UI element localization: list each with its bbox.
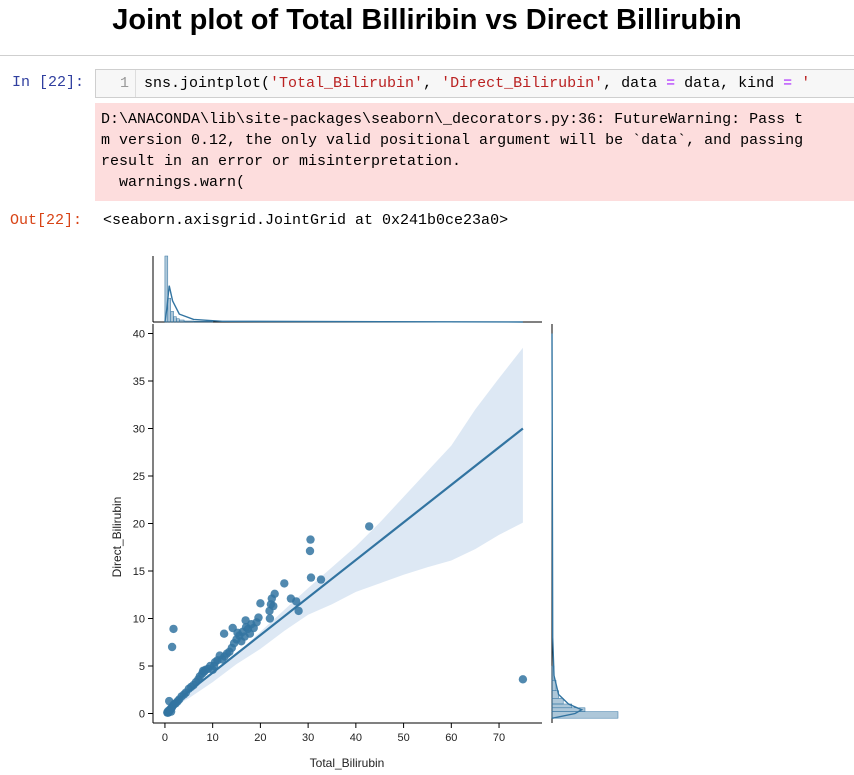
y-tick-label: 0 [139,709,145,721]
marginal-x-bar [167,297,171,323]
y-tick-label: 30 [133,424,145,436]
marginal-x-bar [179,319,185,323]
data-point [316,575,326,584]
marginal-x-bar [170,311,174,323]
data-point [256,599,265,608]
x-tick-label: 60 [445,732,457,744]
marginal-x-bar [193,321,213,323]
marginal-x-bar [173,316,177,323]
data-point [365,522,374,531]
data-point [265,614,275,623]
y-tick-label: 15 [133,566,145,578]
confidence-band [166,347,523,711]
joint-plot: 0 10 20 30 40 50 60 70 0 5 10 15 20 25 30 35 40 Total_Bi… [110,255,619,770]
marginal-x-bar [183,320,194,323]
marginal-y-kde [551,333,584,719]
stderr-line: D:\ANACONDA\lib\site-packages\seaborn\_d… [101,111,804,128]
x-tick-label: 0 [162,732,168,744]
stderr-output: D:\ANACONDA\lib\site-packages\seaborn\_d… [95,103,854,201]
stderr-line: warnings.warn( [101,174,246,191]
marginal-x-bar [176,318,180,323]
line-number: 1 [96,70,136,97]
data-point [294,606,303,616]
x-tick-label: 50 [397,732,409,744]
stderr-line: m version 0.12, the only valid positiona… [101,132,804,149]
y-axis-label: Direct_Bilirubin [110,497,124,578]
x-tick-label: 30 [302,732,314,744]
data-point [518,675,528,684]
code-operator: = [666,75,676,92]
data-point [254,613,263,622]
data-point [169,624,178,634]
x-tick-label: 40 [350,732,362,744]
y-tick-label: 35 [133,376,145,388]
data-point [166,707,176,716]
x-tick-label: 20 [254,732,266,744]
code-token: data, kind [675,75,784,92]
y-tick-label: 10 [133,614,145,626]
data-point [306,535,315,544]
page-title: Joint plot of Total Billiribin vs Direct… [112,4,742,36]
y-tick-label: 40 [133,329,145,341]
code-token: , [423,75,442,92]
output-text: <seaborn.axisgrid.JointGrid at 0x241b0ce… [103,212,509,229]
data-point [269,601,278,611]
output-prompt: Out[22]: [10,212,83,229]
data-point [270,589,279,598]
data-point [165,696,174,706]
code-string: 'Total_Bilirubin' [270,75,424,92]
code-string: ' [792,75,811,92]
code-string: 'Direct_Bilirubin' [441,75,604,92]
x-tick-label: 70 [493,732,505,744]
data-point [219,629,229,638]
input-prompt: In [22]: [12,74,85,91]
marginal-y-bar [551,711,619,719]
regression-line [166,427,524,710]
marginal-x-kde [164,285,523,323]
data-point [167,642,177,652]
code-token: sns.jointplot( [144,75,271,92]
data-point [306,573,316,582]
marginal-y-bar [551,698,564,705]
data-point [228,623,237,633]
y-tick-label: 20 [133,519,145,531]
y-tick-label: 25 [133,471,145,483]
data-point [241,616,250,625]
data-point [292,597,301,606]
x-tick-label: 10 [207,732,219,744]
marginal-x-bar [164,255,169,323]
stderr-line: result in an error or misinterpretation. [101,153,462,170]
code-token: , data [603,75,667,92]
data-point [280,579,289,588]
code-cell[interactable]: 1 sns.jointplot('Total_Bilirubin', 'Dire… [95,69,854,98]
data-point [305,546,315,556]
y-tick-label: 5 [139,661,145,673]
code-operator: = [783,75,793,92]
title-divider [0,55,854,56]
x-axis-label: Total_Bilirubin [310,756,385,770]
code-line[interactable]: sns.jointplot('Total_Bilirubin', 'Direct… [144,70,810,97]
